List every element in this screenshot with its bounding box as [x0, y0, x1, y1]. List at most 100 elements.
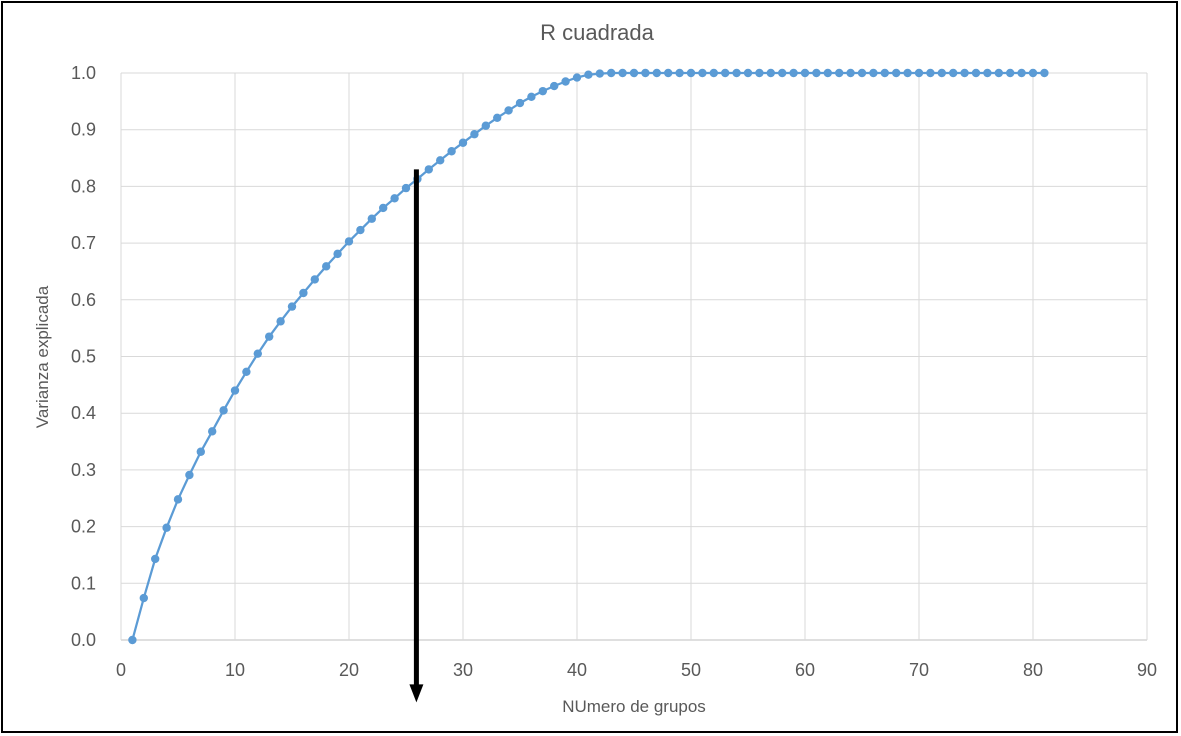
data-point [128, 635, 137, 645]
x-tick-label: 90 [1137, 660, 1157, 680]
x-axis-ticks: 0 10 20 30 40 50 60 70 80 90 [116, 660, 1157, 680]
annotation-group [409, 169, 424, 703]
data-point [903, 68, 912, 78]
data-point [287, 302, 297, 311]
data-point [242, 367, 251, 377]
data-point [641, 68, 650, 78]
data-point [755, 68, 764, 78]
data-point [880, 68, 889, 78]
data-point [208, 427, 217, 436]
data-point [835, 68, 844, 78]
data-point [1017, 68, 1026, 78]
y-tick-label: 0.3 [71, 460, 96, 480]
data-point [367, 214, 376, 223]
data-point [869, 68, 878, 78]
data-point [721, 68, 730, 78]
x-tick-label: 10 [225, 660, 245, 680]
data-point [447, 147, 456, 156]
x-tick-label: 30 [453, 660, 473, 680]
data-point [185, 470, 194, 480]
data-point [493, 113, 502, 122]
data-point [515, 98, 525, 108]
y-tick-label: 0.5 [71, 347, 96, 367]
data-point [424, 165, 433, 174]
data-point [686, 68, 696, 78]
data-point [812, 68, 821, 78]
data-point [265, 332, 274, 341]
data-point [504, 106, 513, 115]
data-point [173, 495, 183, 504]
data-point [971, 68, 981, 78]
data-point [584, 70, 593, 79]
x-tick-label: 80 [1023, 660, 1043, 680]
annotation-arrow-head [409, 684, 424, 703]
y-tick-label: 0.2 [71, 517, 96, 537]
x-tick-label: 50 [681, 660, 701, 680]
y-axis-ticks: 0.0 0.1 0.2 0.3 0.4 0.5 0.6 0.7 0.8 0.9 1.0 [71, 63, 96, 650]
data-point [322, 262, 331, 271]
data-point [299, 288, 308, 298]
data-point [595, 69, 604, 78]
data-point [538, 86, 547, 96]
data-point [572, 73, 582, 82]
data-point [664, 68, 673, 78]
data-point [778, 68, 787, 78]
gridlines [120, 72, 1148, 641]
data-point [709, 68, 718, 78]
data-point [698, 68, 707, 78]
data-point [470, 130, 479, 139]
data-point [230, 386, 240, 395]
data-point [743, 68, 753, 78]
y-tick-label: 0.7 [71, 233, 96, 253]
data-point [994, 68, 1003, 78]
data-point [436, 156, 445, 165]
y-tick-label: 0.4 [71, 403, 96, 423]
data-point [151, 554, 160, 564]
y-tick-label: 0.9 [71, 120, 96, 140]
data-point [333, 249, 342, 259]
data-point [789, 68, 798, 78]
data-point [949, 68, 958, 78]
data-point [1028, 68, 1038, 78]
data-point [857, 68, 867, 78]
data-point [379, 203, 388, 213]
data-point [162, 523, 171, 532]
data-point [344, 237, 354, 246]
y-tick-label: 0.0 [71, 630, 96, 650]
data-point [458, 138, 468, 147]
data-point [139, 593, 148, 603]
data-point [219, 406, 228, 415]
x-tick-label: 60 [795, 660, 815, 680]
data-point [356, 225, 365, 235]
data-point [196, 447, 205, 456]
data-point [983, 68, 992, 78]
data-point [1040, 68, 1049, 78]
x-tick-label: 70 [909, 660, 929, 680]
data-point [276, 317, 285, 326]
y-tick-label: 0.6 [71, 290, 96, 310]
data-point [766, 68, 775, 78]
data-point [732, 68, 741, 78]
data-point [390, 194, 399, 203]
data-point [926, 68, 935, 78]
y-axis-title: Varianza explicada [33, 285, 52, 428]
data-point [550, 81, 559, 91]
data-point [675, 68, 684, 78]
data-point [310, 275, 319, 284]
data-point [652, 68, 661, 78]
data-point [846, 68, 855, 78]
data-point [823, 68, 832, 78]
data-point [937, 68, 946, 78]
x-tick-label: 40 [567, 660, 587, 680]
data-point [527, 92, 536, 102]
data-point [481, 121, 490, 130]
x-axis-title: NUmero de grupos [562, 697, 706, 716]
data-point [629, 68, 639, 78]
data-point [892, 68, 901, 78]
chart-title: R cuadrada [540, 20, 655, 45]
data-point [800, 68, 810, 78]
y-tick-label: 0.1 [71, 573, 96, 593]
x-tick-label: 20 [339, 660, 359, 680]
